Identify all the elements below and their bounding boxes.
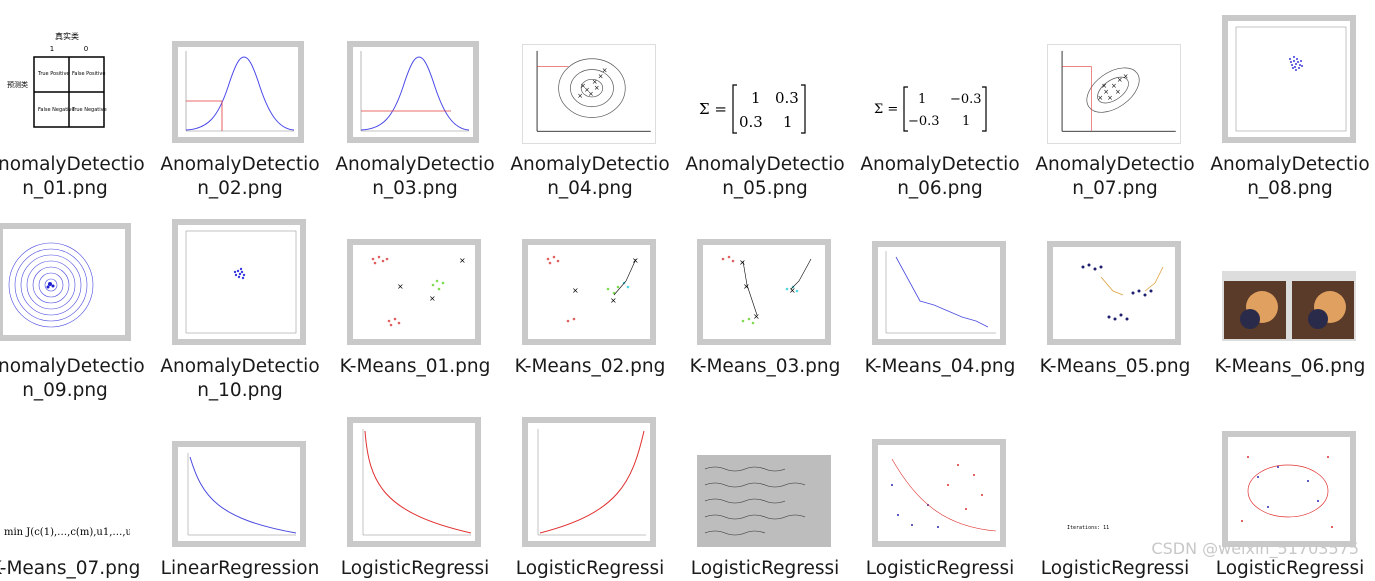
matrix-cell: −0.3 — [908, 114, 940, 129]
svg-text:×: × — [1097, 94, 1103, 102]
file-thumbnail — [865, 227, 1015, 352]
svg-text:×: × — [580, 82, 586, 90]
svg-text:×: × — [753, 312, 760, 321]
matrix-cell: 1 — [962, 114, 970, 129]
file-thumbnail: min J(c(1),…,c(m),u1,…,uK) — [0, 429, 140, 554]
svg-text:×: × — [743, 282, 750, 291]
matrix-cell: 1 — [918, 92, 926, 107]
file-name: K-Means_06.png — [1214, 356, 1366, 377]
svg-text:×: × — [739, 258, 746, 267]
file-name: K-Means_05.png — [1039, 356, 1191, 377]
sigma-label: Σ = — [699, 100, 727, 118]
file-thumbnail — [165, 429, 315, 554]
file-name: AnomalyDetection_07.png — [1035, 154, 1195, 199]
file-thumbnail — [690, 429, 840, 554]
file-name: LogisticRegressi — [690, 558, 840, 579]
file-thumbnail: × × × — [340, 227, 490, 352]
file-name: K-Means_01.png — [339, 356, 491, 377]
file-name: AnomalyDetection_09.png — [0, 356, 145, 401]
file-name: LogisticRegressi — [865, 558, 1015, 579]
file-name: K-Means_02.png — [514, 356, 666, 377]
file-name: AnomalyDetection_08.png — [1210, 154, 1370, 199]
matrix-cell: −0.3 — [950, 92, 982, 107]
file-thumbnail — [0, 223, 140, 352]
svg-text:×: × — [1103, 88, 1109, 96]
file-thumbnail: Σ = 1 0.3 0.3 1 — [690, 25, 840, 150]
formula-text: min J(c(1),…,c(m),u1,…,uK) — [4, 527, 130, 538]
confusion-col-1: 1 — [50, 45, 54, 53]
file-name: AnomalyDetection_06.png — [860, 154, 1020, 199]
svg-text:×: × — [588, 90, 594, 98]
file-thumbnail — [1215, 15, 1365, 150]
matrix-cell: 0.3 — [739, 113, 763, 131]
file-name: LogisticRegressi — [1215, 558, 1365, 579]
file-thumbnail: 真实类 1 0 预测类 True Positive False Positive… — [0, 25, 140, 150]
fn-cell: False Negative — [38, 107, 75, 113]
file-thumbnail: × × × × — [690, 227, 840, 352]
file-name: K-Means_04.png — [864, 356, 1016, 377]
file-thumbnail: × × × × × × × × — [1040, 25, 1190, 150]
svg-text:×: × — [602, 66, 608, 74]
svg-text:×: × — [572, 286, 579, 295]
tp-cell: True Positive — [37, 71, 69, 77]
svg-text:×: × — [1123, 72, 1129, 80]
svg-text:×: × — [592, 78, 598, 86]
matrix-cell: 1 — [751, 89, 761, 107]
svg-text:×: × — [610, 296, 617, 305]
file-name: LinearRegression — [160, 558, 320, 579]
file-name: LogisticRegressi — [340, 558, 490, 579]
file-name: AnomalyDetection_03.png — [335, 154, 495, 199]
file-name: AnomalyDetection_04.png — [510, 154, 670, 199]
svg-text:×: × — [789, 286, 796, 295]
tn-cell: True Negative — [71, 107, 107, 113]
file-name: K-Means_07.png — [0, 558, 141, 579]
svg-text:×: × — [1115, 88, 1121, 96]
file-name: LogisticRegressi — [1040, 558, 1190, 579]
svg-text:×: × — [397, 282, 404, 291]
file-name: AnomalyDetection_01.png — [0, 154, 145, 199]
svg-text:×: × — [577, 92, 583, 100]
file-thumbnail: × × × — [515, 227, 665, 352]
svg-text:×: × — [1117, 76, 1123, 84]
iterations-text: Iterations: 11 — [1067, 525, 1109, 531]
matrix-cell: 1 — [783, 113, 793, 131]
sigma-label: Σ = — [874, 102, 898, 117]
file-name: AnomalyDetection_05.png — [685, 154, 845, 199]
file-name: K-Means_03.png — [689, 356, 841, 377]
svg-text:×: × — [594, 84, 600, 92]
file-name: AnomalyDetection_02.png — [160, 154, 320, 199]
confusion-side-label: 预测类 — [7, 80, 28, 89]
file-thumbnail: × × × × × × × × — [515, 25, 665, 150]
file-thumbnail — [1215, 429, 1365, 554]
confusion-col-0: 0 — [84, 45, 88, 53]
file-thumbnail — [1040, 227, 1190, 352]
file-thumbnail — [340, 25, 490, 150]
watermark: CSDN @weixin_51703575 — [1151, 539, 1359, 558]
svg-text:×: × — [584, 86, 590, 94]
svg-text:×: × — [632, 256, 639, 265]
file-thumbnail — [1215, 227, 1365, 352]
svg-text:×: × — [1111, 82, 1117, 90]
file-name: LogisticRegressi — [515, 558, 665, 579]
file-thumbnail — [165, 25, 315, 150]
file-thumbnail — [165, 219, 315, 352]
svg-text:×: × — [598, 72, 604, 80]
file-name: AnomalyDetection_10.png — [160, 356, 320, 401]
file-thumbnail — [340, 417, 490, 554]
file-thumbnail — [515, 417, 665, 554]
fp-cell: False Positive — [72, 71, 105, 77]
svg-text:×: × — [1101, 82, 1107, 90]
confusion-title: 真实类 — [55, 31, 79, 41]
svg-text:×: × — [429, 294, 436, 303]
file-thumbnail: Σ = 1 −0.3 −0.3 1 — [865, 25, 1015, 150]
svg-text:×: × — [459, 256, 466, 265]
matrix-cell: 0.3 — [775, 89, 799, 107]
svg-text:×: × — [1107, 94, 1113, 102]
file-thumbnail: Iterations: 11 — [1040, 429, 1190, 554]
file-thumbnail — [865, 429, 1015, 554]
